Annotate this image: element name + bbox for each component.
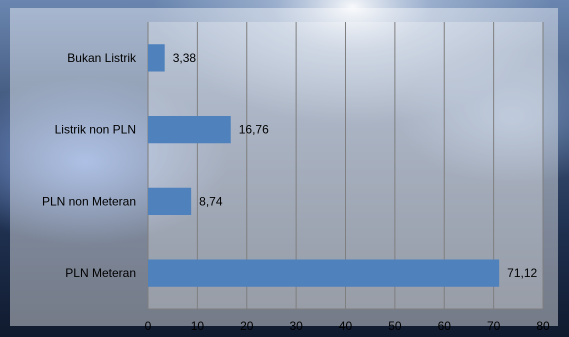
category-label: PLN non Meteran <box>42 194 136 208</box>
bar <box>148 187 192 216</box>
category-labels: Bukan Listrik Listrik non PLN PLN non Mete… <box>42 51 137 280</box>
x-tick-label: 70 <box>487 319 501 333</box>
category-label: Bukan Listrik <box>67 51 137 65</box>
x-tick-labels: 0 10 20 30 40 50 60 70 80 <box>145 319 550 333</box>
x-tick-label: 10 <box>191 319 205 333</box>
x-tick-label: 20 <box>240 319 254 333</box>
bar <box>148 44 165 72</box>
data-label: 71,12 <box>507 266 537 280</box>
bar <box>148 259 500 287</box>
x-tick-label: 60 <box>438 319 452 333</box>
bar <box>148 115 231 144</box>
category-label: Listrik non PLN <box>55 123 136 137</box>
data-label: 3,38 <box>173 51 197 65</box>
x-tick-label: 80 <box>536 319 550 333</box>
x-tick-label: 50 <box>388 319 402 333</box>
category-label: PLN Meteran <box>65 266 136 280</box>
x-tick-label: 0 <box>145 319 152 333</box>
bars <box>148 44 500 287</box>
x-tick-label: 40 <box>339 319 353 333</box>
data-label: 16,76 <box>239 123 269 137</box>
data-label: 8,74 <box>199 194 223 208</box>
x-tick-label: 30 <box>289 319 303 333</box>
data-labels: 3,38 16,76 8,74 71,12 <box>173 51 538 280</box>
